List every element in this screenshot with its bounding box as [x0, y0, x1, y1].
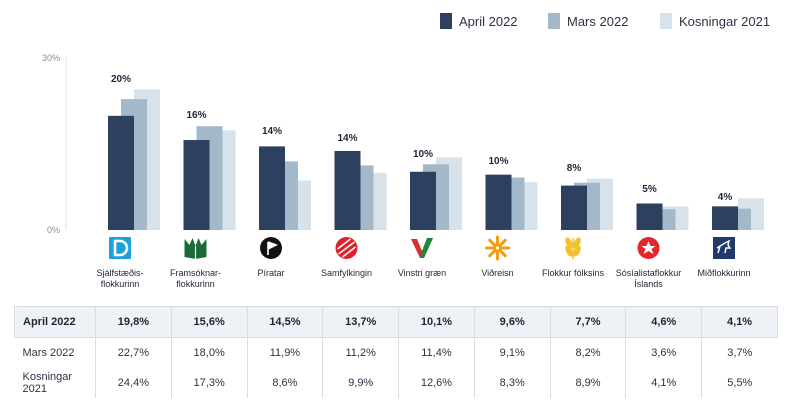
- party-name: Píratar: [257, 268, 284, 278]
- party-name: Sjálfstæðis-: [96, 268, 143, 278]
- table-cell: 8,6%: [247, 368, 324, 398]
- bar-chart: 30% 0% April 2022 Mars 2022 Kosningar 2021 20…: [42, 13, 770, 289]
- table-cell: 5,5%: [727, 377, 753, 389]
- table-cell: 24,4%: [95, 368, 172, 398]
- value-label: 16%: [186, 110, 206, 121]
- table-cell: 19,8%: [95, 306, 172, 338]
- table-cell: 13,7%: [322, 306, 400, 338]
- party-name: flokkurinn: [101, 279, 140, 289]
- table-cell: 4,6%: [625, 306, 703, 338]
- bar: [636, 203, 663, 230]
- table-cell: 17,3%: [171, 368, 248, 398]
- value-label: 5%: [642, 184, 657, 195]
- party-name: Samfylkingin: [321, 268, 372, 278]
- bar: [334, 150, 361, 230]
- table-cell: 7,7%: [550, 306, 627, 338]
- table-row: Kosningar 2021 24,4% 17,3% 8,6% 9,9% 12,6% 8,3…: [14, 368, 778, 398]
- party-name: Flokkur fólksins: [542, 268, 605, 278]
- table-cell: 22,7%: [95, 337, 172, 368]
- legend-swatch: [660, 13, 672, 29]
- value-label: 4%: [718, 192, 733, 203]
- party-name: Viðreisn: [481, 268, 513, 278]
- v-check-icon: [411, 238, 433, 258]
- rose-circle-icon: [335, 237, 358, 259]
- y-tick-label: 0%: [47, 225, 60, 235]
- party-name: Vinstri græn: [398, 268, 446, 278]
- table-cell: 12,6%: [398, 368, 475, 398]
- table-cell: 3,6%: [625, 337, 703, 368]
- legend-label: Kosningar 2021: [679, 14, 770, 29]
- value-label: 10%: [488, 156, 508, 167]
- table-cell: 9,1%: [474, 337, 551, 368]
- y-tick-label: 30%: [42, 53, 60, 63]
- party-name: Sósíalistaflokkur: [616, 268, 682, 278]
- table-cell: 8,2%: [550, 337, 627, 368]
- row-label: Mars 2022: [14, 337, 96, 368]
- legend-label: Mars 2022: [567, 14, 628, 29]
- table-cell: 15,6%: [171, 306, 248, 338]
- horse-icon: [713, 237, 735, 259]
- bar: [410, 171, 436, 230]
- star-fist-icon: [637, 237, 660, 259]
- bar: [712, 206, 738, 230]
- table-cell: 4,1%: [701, 306, 778, 338]
- table-cell: 18,0%: [171, 337, 248, 368]
- d-letter-icon: [109, 237, 131, 259]
- value-label: 10%: [413, 149, 433, 160]
- table-cell: 8,3%: [474, 368, 551, 398]
- value-label: 14%: [337, 133, 357, 144]
- party-name: flokkurinn: [176, 279, 215, 289]
- legend-label: April 2022: [459, 14, 518, 29]
- table-row: April 2022 19,8% 15,6% 14,5% 13,7% 10,1% 9,6% 7…: [14, 306, 778, 338]
- results-table-wrap: April 2022 19,8% 15,6% 14,5% 13,7% 10,1% 9,6% 7…: [14, 306, 778, 398]
- book-leaves-icon: [184, 238, 207, 259]
- results-table: April 2022 19,8% 15,6% 14,5% 13,7% 10,1% 9,6% 7…: [14, 306, 778, 398]
- bar: [108, 115, 134, 230]
- table-row: Mars 2022 22,7% 18,0% 11,9% 11,2% 11,4% 9,1% 8,…: [14, 337, 778, 368]
- table-cell: 4,1%: [625, 368, 703, 398]
- table-cell: 14,5%: [247, 306, 324, 338]
- bar: [259, 146, 285, 230]
- sun-star-icon: [485, 235, 510, 261]
- legend-swatch: [548, 13, 560, 29]
- wheat-icon: [565, 237, 581, 259]
- table-cell: 9,9%: [322, 368, 400, 398]
- legend-swatch: [440, 13, 452, 29]
- party-name: Framsóknar-: [170, 268, 221, 278]
- party-name: Miðflokkurinn: [697, 268, 750, 278]
- bar: [183, 140, 210, 230]
- table-cell: 9,6%: [474, 306, 551, 338]
- value-label: 14%: [262, 126, 282, 137]
- party-name: Íslands: [634, 279, 663, 289]
- bar: [485, 174, 512, 230]
- table-cell: 11,4%: [398, 337, 475, 368]
- table-cell: 11,9%: [247, 337, 324, 368]
- row-label: Kosningar 2021: [14, 368, 96, 398]
- table-cell: 3,7%: [727, 347, 753, 359]
- value-label: 20%: [111, 74, 131, 85]
- table-cell: 11,2%: [322, 337, 400, 368]
- value-label: 8%: [567, 163, 582, 174]
- bar: [561, 185, 587, 230]
- table-cell: 8,9%: [550, 368, 627, 398]
- row-label: April 2022: [14, 306, 96, 338]
- table-cell: 10,1%: [398, 306, 475, 338]
- pirate-flag-icon: [260, 237, 282, 259]
